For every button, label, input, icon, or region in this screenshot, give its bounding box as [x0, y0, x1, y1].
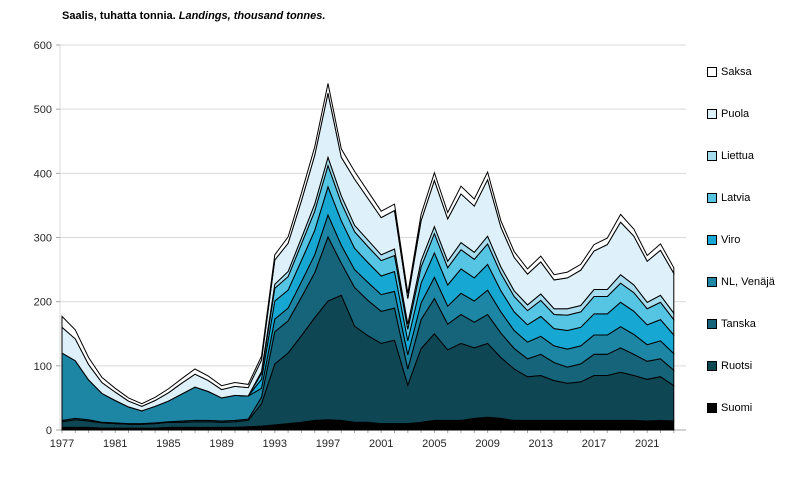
x-tick-label-2001: 2001: [369, 438, 393, 450]
legend-label-viro: Viro: [721, 234, 741, 246]
legend-item-tanska: Tanska: [707, 318, 775, 330]
y-tick-label: 600: [34, 40, 52, 52]
legend-swatch-saksa: [707, 67, 717, 77]
y-tick-label: 400: [34, 168, 52, 180]
x-tick-label-2013: 2013: [529, 438, 553, 450]
legend-label-liettua: Liettua: [721, 150, 755, 162]
y-tick-label: 300: [34, 233, 52, 245]
area-saksa: [61, 83, 675, 407]
legend-item-suomi: Suomi: [707, 402, 775, 414]
x-tick-label-1993: 1993: [263, 438, 287, 450]
legend-swatch-latvia: [707, 193, 717, 203]
legend-swatch-suomi: [707, 403, 717, 413]
x-tick-label-1981: 1981: [103, 438, 127, 450]
x-tick-label-2009: 2009: [475, 438, 499, 450]
legend-item-ruotsi: Ruotsi: [707, 360, 775, 372]
legend-label-puola: Puola: [721, 108, 750, 120]
x-tick-label-2021: 2021: [635, 438, 659, 450]
x-tick-label-1989: 1989: [209, 438, 233, 450]
legend-label-nl-ven-j: NL, Venäjä: [721, 276, 775, 288]
legend-item-liettua: Liettua: [707, 150, 775, 162]
legend-swatch-viro: [707, 235, 717, 245]
legend-label-tanska: Tanska: [721, 318, 756, 330]
x-tick-label-2017: 2017: [582, 438, 606, 450]
x-tick-label-1985: 1985: [156, 438, 180, 450]
y-tick-label: 500: [34, 104, 52, 116]
legend-label-ruotsi: Ruotsi: [721, 360, 753, 372]
legend-label-suomi: Suomi: [721, 402, 753, 414]
title-english: Landings, thousand tonnes.: [178, 10, 326, 22]
y-tick-label: 200: [34, 297, 52, 309]
x-tick-label-1997: 1997: [316, 438, 340, 450]
legend-label-saksa: Saksa: [721, 66, 752, 78]
x-tick-label-1977: 1977: [50, 438, 74, 450]
legend-swatch-liettua: [707, 151, 717, 161]
legend-item-puola: Puola: [707, 108, 775, 120]
legend-item-saksa: Saksa: [707, 66, 775, 78]
legend-swatch-puola: [707, 109, 717, 119]
legend-item-viro: Viro: [707, 234, 775, 246]
x-tick-label-2005: 2005: [422, 438, 446, 450]
y-tick-label: 0: [46, 425, 52, 437]
legend-swatch-nl-ven-j: [707, 277, 717, 287]
y-tick-label: 100: [34, 361, 52, 373]
page-title: Saalis, tuhatta tonnia. Landings, thousa…: [62, 10, 325, 22]
chart-legend: Saksa Puola Liettua Latvia Viro NL, Venäjä Tan…: [707, 66, 775, 414]
legend-swatch-ruotsi: [707, 361, 717, 371]
legend-item-latvia: Latvia: [707, 192, 775, 204]
title-finnish: Saalis, tuhatta tonnia.: [62, 10, 176, 22]
legend-item-nl-ven-j: NL, Venäjä: [707, 276, 775, 288]
legend-label-latvia: Latvia: [721, 192, 751, 204]
legend-swatch-tanska: [707, 319, 717, 329]
